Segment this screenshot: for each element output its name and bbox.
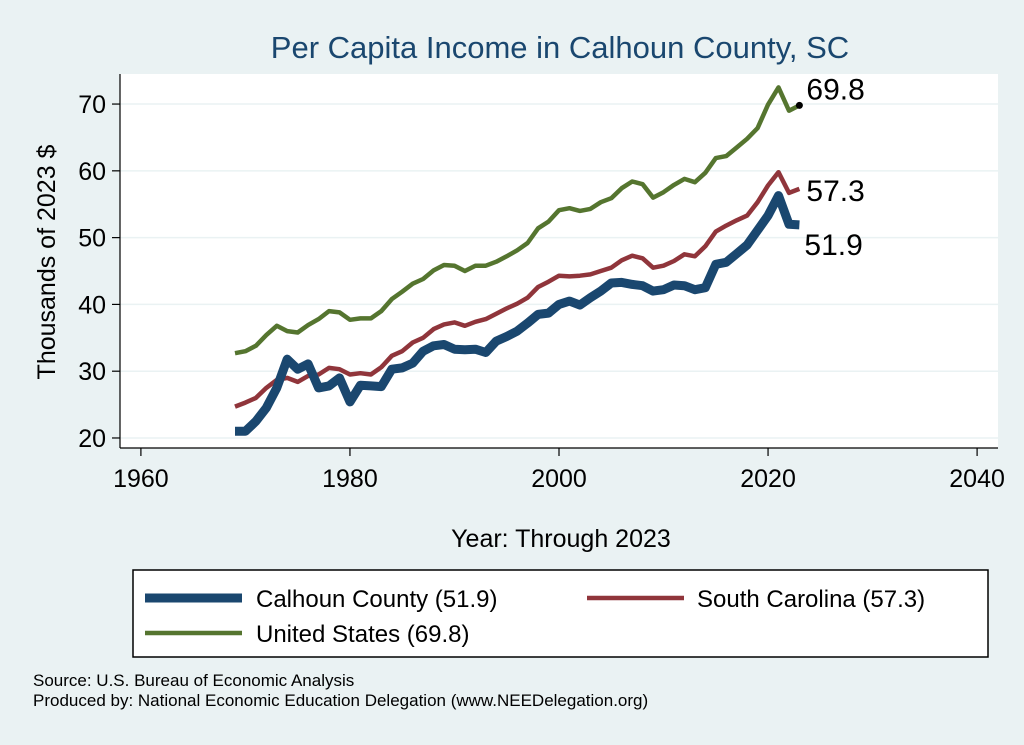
x-axis-title: Year: Through 2023: [451, 525, 671, 553]
legend-label-united-states: United States (69.8): [256, 621, 469, 648]
x-tick-label: 1980: [322, 465, 378, 493]
producer-note: Produced by: National Economic Education…: [33, 691, 649, 710]
x-tick-label: 2040: [949, 465, 1005, 493]
end-label-calhoun-county: 51.9: [804, 229, 862, 262]
series-lines: [234, 85, 801, 436]
end-label-south-carolina: 57.3: [806, 175, 864, 208]
plot-area: [120, 74, 998, 448]
legend-label-calhoun: Calhoun County (51.9): [256, 586, 497, 613]
y-tick-label: 60: [78, 158, 106, 186]
x-tick-label: 2020: [740, 465, 796, 493]
axes: 20 30 40 50 60 70 1960 1980 2000 2020 2040: [78, 74, 1005, 493]
end-labels: 51.9 57.3 69.8: [795, 73, 865, 262]
legend-box: [132, 569, 989, 658]
x-tick-label: 2000: [531, 465, 587, 493]
y-tick-label: 30: [78, 358, 106, 386]
y-tick-label: 40: [78, 291, 106, 319]
series-line-south-carolina: [234, 169, 801, 409]
y-axis-title: Thousands of 2023 $: [33, 144, 61, 379]
end-label-united-states: 69.8: [806, 73, 864, 106]
y-tick-label: 70: [78, 91, 106, 119]
series-line-united-states: [234, 85, 801, 356]
y-tick-label: 20: [78, 425, 106, 453]
chart-title: Per Capita Income in Calhoun County, SC: [271, 30, 849, 65]
y-tick-label: 50: [78, 225, 106, 253]
series-line-calhoun-county: [235, 191, 800, 436]
legend-label-south-carolina: South Carolina (57.3): [697, 586, 925, 613]
x-tick-label: 1960: [113, 465, 169, 493]
source-note: Source: U.S. Bureau of Economic Analysis: [33, 671, 355, 690]
end-marker-united-states: [795, 101, 803, 109]
